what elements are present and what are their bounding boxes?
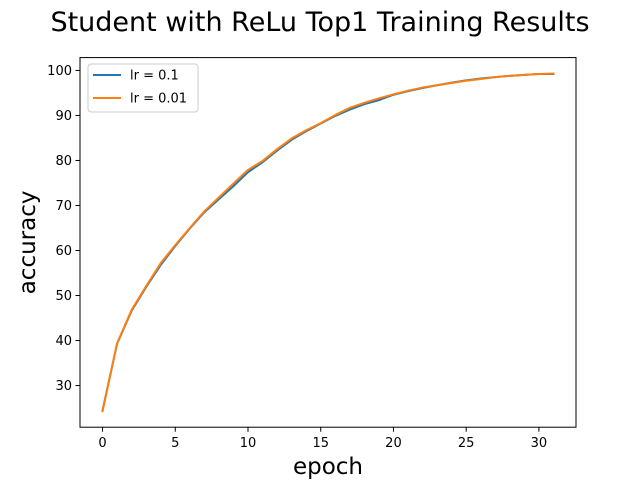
series-line-lr-0-01	[101, 72, 555, 413]
x-tick-label: 0	[98, 436, 106, 451]
y-tick-label: 80	[55, 154, 72, 169]
legend-label-lr-0-01: lr = 0.01	[130, 92, 187, 107]
legend: lr = 0.1 lr = 0.01	[87, 63, 199, 113]
y-tick-label: 30	[55, 379, 72, 394]
y-axis-label: accuracy	[15, 191, 41, 295]
series-layer	[101, 72, 555, 413]
x-tick-label: 30	[531, 436, 548, 451]
x-tick-label: 20	[385, 436, 402, 451]
y-tick-label: 50	[55, 289, 72, 304]
plot-area	[80, 57, 576, 428]
x-tick-label: 5	[171, 436, 179, 451]
y-tick-label: 40	[55, 334, 72, 349]
y-tick-label: 90	[55, 109, 72, 124]
x-tick-label: 25	[458, 436, 475, 451]
chart-title: Student with ReLu Top1 Training Results	[50, 7, 589, 38]
y-tick-label: 60	[55, 244, 72, 259]
y-tick-label: 100	[47, 64, 72, 79]
x-tick-label: 10	[240, 436, 257, 451]
x-tick-label: 15	[312, 436, 329, 451]
y-tick-label: 70	[55, 199, 72, 214]
x-axis-label: epoch	[293, 454, 363, 480]
legend-label-lr-0-1: lr = 0.1	[130, 69, 179, 84]
axes-frame	[79, 57, 577, 428]
ticks-layer: 0 5 10 15 20 25 30 30 40 50 60 70 80 90 100	[47, 64, 547, 451]
